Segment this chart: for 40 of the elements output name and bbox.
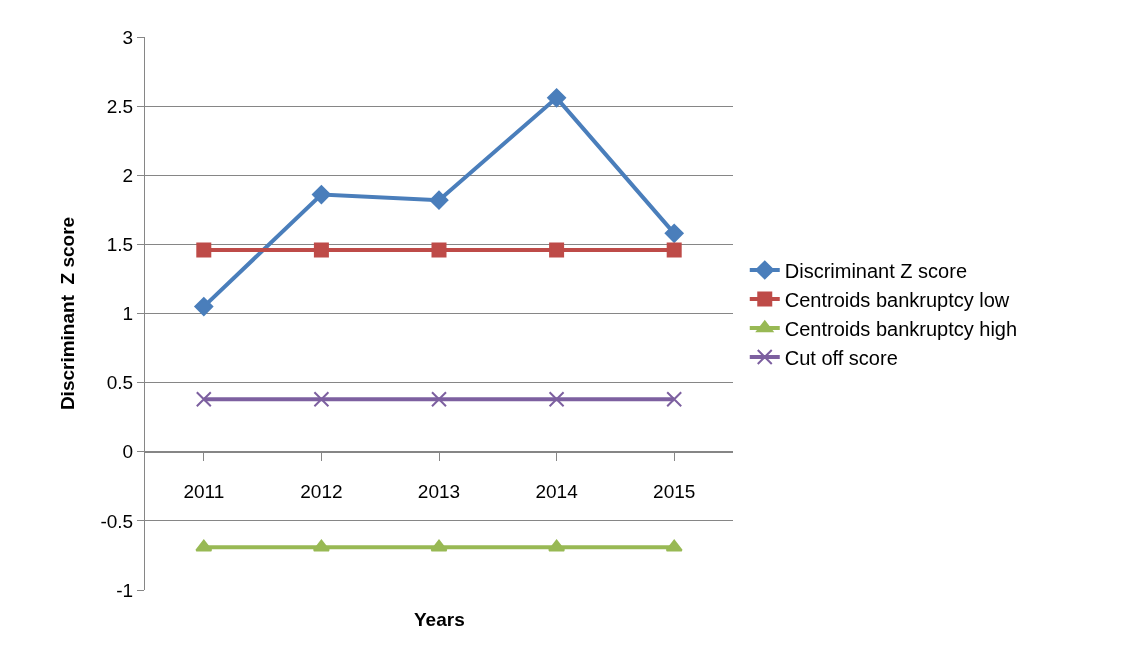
y-tick-label: -0.5 <box>100 510 134 532</box>
y-tick-label: 1.5 <box>106 234 134 256</box>
y-tick-label: 3 <box>122 26 134 48</box>
point <box>548 391 565 408</box>
point <box>431 391 447 408</box>
point <box>195 539 213 552</box>
legend-label: Cut off score <box>784 346 898 369</box>
x-tick-label: 2012 <box>300 480 343 502</box>
x-tick-label: 2014 <box>535 480 579 502</box>
legend-label: Centroids bankruptcy low <box>784 288 1010 311</box>
point <box>313 242 329 258</box>
x-tick-label: 2013 <box>417 480 461 502</box>
point <box>431 242 447 258</box>
point <box>548 539 566 552</box>
point <box>312 539 330 552</box>
point <box>195 391 212 408</box>
y-tick-label: 2.5 <box>106 95 134 117</box>
point <box>666 242 682 258</box>
point <box>549 242 565 258</box>
legend-label: Discriminant Z score <box>784 259 968 282</box>
point <box>547 88 567 108</box>
point <box>429 190 449 210</box>
y-tick-label: -1 <box>116 579 134 601</box>
point <box>196 242 212 258</box>
y-axis-title: Discriminant Z score <box>57 216 79 411</box>
point <box>430 539 448 552</box>
point <box>311 185 331 205</box>
y-tick-label: 2 <box>122 164 134 186</box>
y-tick-label: 0 <box>122 441 134 463</box>
point <box>313 391 330 408</box>
legend-label: Centroids bankruptcy high <box>784 317 1018 340</box>
point <box>665 539 683 552</box>
point <box>664 223 684 243</box>
point <box>194 297 214 317</box>
x-tick-label: 2015 <box>653 480 696 502</box>
x-tick-label: 2011 <box>183 480 225 502</box>
point <box>666 391 683 408</box>
y-tick-label: 0.5 <box>106 372 134 394</box>
y-tick-label: 1 <box>122 303 134 325</box>
x-axis-title: Years <box>414 609 465 630</box>
